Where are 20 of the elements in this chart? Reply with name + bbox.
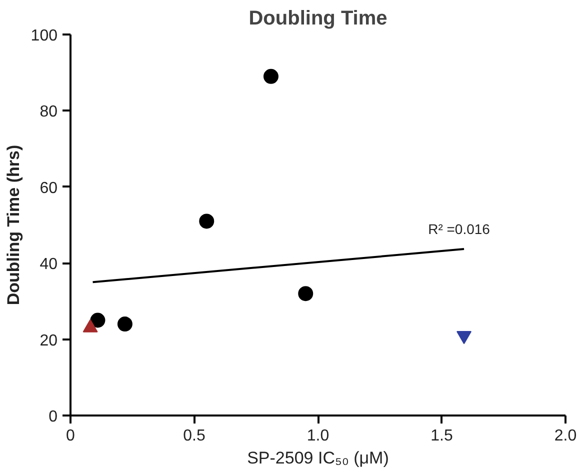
point <box>199 214 214 229</box>
y-tick-label: 60 <box>40 180 58 197</box>
y-tick-label: 0 <box>48 408 58 426</box>
y-tick-label: 20 <box>40 332 58 350</box>
y-tick-label: 40 <box>40 256 58 274</box>
x-tick-label: 1.0 <box>306 428 330 444</box>
y-tick-label: 100 <box>30 28 58 44</box>
x-tick-label: 1.5 <box>430 428 453 444</box>
x-axis-title: SP-2509 IC₅₀ (μM) <box>247 448 389 468</box>
chart-title: Doubling Time <box>248 8 388 30</box>
x-tick-label: 0.5 <box>183 428 206 444</box>
point <box>263 68 278 84</box>
point <box>298 286 314 302</box>
x-tick-label: 0 <box>66 428 76 444</box>
x-tick-label: 2.0 <box>554 428 577 444</box>
point <box>117 316 132 332</box>
annotation: R² =0.016 <box>428 221 490 238</box>
y-axis-title: Doubling Time (hrs) <box>4 144 23 306</box>
y-tick-label: 80 <box>40 104 58 121</box>
point <box>90 312 106 328</box>
